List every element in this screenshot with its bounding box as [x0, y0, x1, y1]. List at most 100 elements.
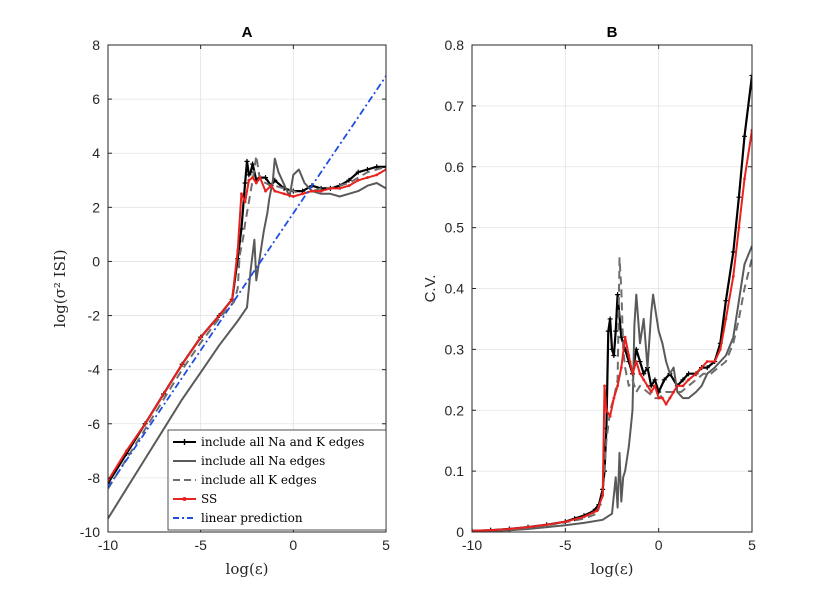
data-point-dot [563, 520, 567, 524]
data-point-plus [248, 169, 254, 175]
data-point-dot [638, 372, 642, 376]
data-point-dot [653, 384, 657, 388]
data-point-dot [258, 176, 262, 179]
data-point-plus [661, 377, 667, 383]
data-point-plus [611, 352, 617, 358]
data-point-dot [627, 354, 631, 357]
data-point-plus [686, 371, 692, 377]
y-tick-label: 0.8 [445, 37, 465, 53]
data-point-plus [383, 164, 386, 170]
data-point-dot [661, 396, 664, 400]
data-point-plus [648, 383, 654, 389]
data-point-dot [601, 494, 605, 497]
panel-title: B [607, 24, 618, 41]
data-point-plus [704, 365, 710, 371]
data-point-plus [736, 194, 742, 200]
data-point-dot [616, 384, 619, 388]
data-point-dot [718, 347, 722, 351]
y-tick-label: -10 [80, 524, 100, 540]
data-point-dot [251, 176, 254, 179]
data-point-dot [230, 297, 234, 301]
data-point-dot [254, 181, 258, 185]
data-point-dot [310, 189, 314, 193]
legend-marker [181, 439, 188, 445]
data-point-dot [356, 178, 360, 182]
data-point-plus [346, 177, 352, 183]
data-point-dot [507, 527, 511, 531]
data-point-plus [364, 166, 370, 172]
data-point-plus [680, 377, 686, 383]
data-point-dot [675, 384, 679, 388]
data-point-dot [612, 396, 616, 400]
data-point-dot [366, 176, 369, 179]
data-point-dot [236, 249, 240, 253]
data-point-plus [742, 133, 748, 139]
y-tick-label: 0.4 [445, 281, 465, 297]
data-point-dot [605, 408, 608, 412]
data-point-dot [291, 195, 295, 198]
series-line-ss [108, 168, 386, 482]
y-tick-label: 4 [92, 145, 100, 161]
y-tick-label: -8 [88, 470, 101, 486]
data-point-plus [723, 298, 729, 304]
y-tick-label: 8 [92, 37, 100, 53]
data-point-dot [264, 189, 267, 193]
data-point-plus [605, 328, 611, 334]
data-point-dot [526, 525, 530, 529]
x-tick-label: 5 [382, 537, 390, 553]
data-point-dot [705, 360, 709, 363]
data-point-dot [700, 366, 703, 370]
data-point-dot [375, 173, 379, 177]
data-point-dot [668, 396, 672, 400]
data-point-dot [595, 509, 599, 513]
x-tick-label: -5 [194, 537, 207, 553]
data-point-plus [749, 72, 752, 78]
data-point-dot [199, 335, 203, 339]
data-point-plus [637, 359, 643, 365]
x-tick-label: -5 [559, 537, 572, 553]
data-point-plus [263, 175, 269, 181]
data-point-dot [681, 384, 685, 388]
series-line-include-all-k-edges [108, 154, 386, 490]
series-group [108, 75, 386, 520]
y-tick-label: 0 [456, 524, 464, 540]
data-point-dot [737, 226, 741, 230]
data-point-plus [652, 377, 658, 383]
data-point-plus [244, 158, 250, 164]
data-point-plus [641, 371, 647, 377]
data-point-dot [582, 515, 586, 519]
data-point-dot [240, 192, 243, 196]
data-point-dot [603, 384, 606, 388]
data-point-dot [217, 314, 221, 317]
data-point-dot [247, 178, 251, 182]
series-line-include-all-na-edges [472, 245, 752, 532]
data-point-dot [743, 177, 746, 181]
data-point-dot [273, 189, 277, 193]
data-point-dot [489, 528, 493, 532]
data-point-dot [623, 335, 627, 339]
data-point-dot [269, 184, 273, 188]
data-point-dot [687, 378, 690, 382]
data-point-dot [282, 192, 286, 196]
data-point-dot [619, 366, 623, 370]
data-point-dot [347, 184, 351, 188]
data-point-plus [108, 480, 111, 486]
y-tick-label: 0 [92, 253, 100, 269]
y-tick-label: 2 [92, 199, 100, 215]
data-point-plus [355, 169, 361, 175]
x-tick-label: -10 [98, 537, 118, 553]
data-point-dot [664, 402, 668, 406]
data-point-plus [609, 346, 615, 352]
y-tick-label: 0.6 [445, 159, 465, 175]
y-tick-label: 0.3 [445, 341, 465, 357]
data-point-dot [125, 449, 128, 453]
y-tick-label: -2 [88, 308, 101, 324]
data-point-plus [242, 180, 248, 186]
y-tick-label: 6 [92, 91, 100, 107]
legend-box [167, 429, 387, 531]
data-point-dot [180, 362, 184, 366]
y-tick-label: -6 [88, 416, 101, 432]
